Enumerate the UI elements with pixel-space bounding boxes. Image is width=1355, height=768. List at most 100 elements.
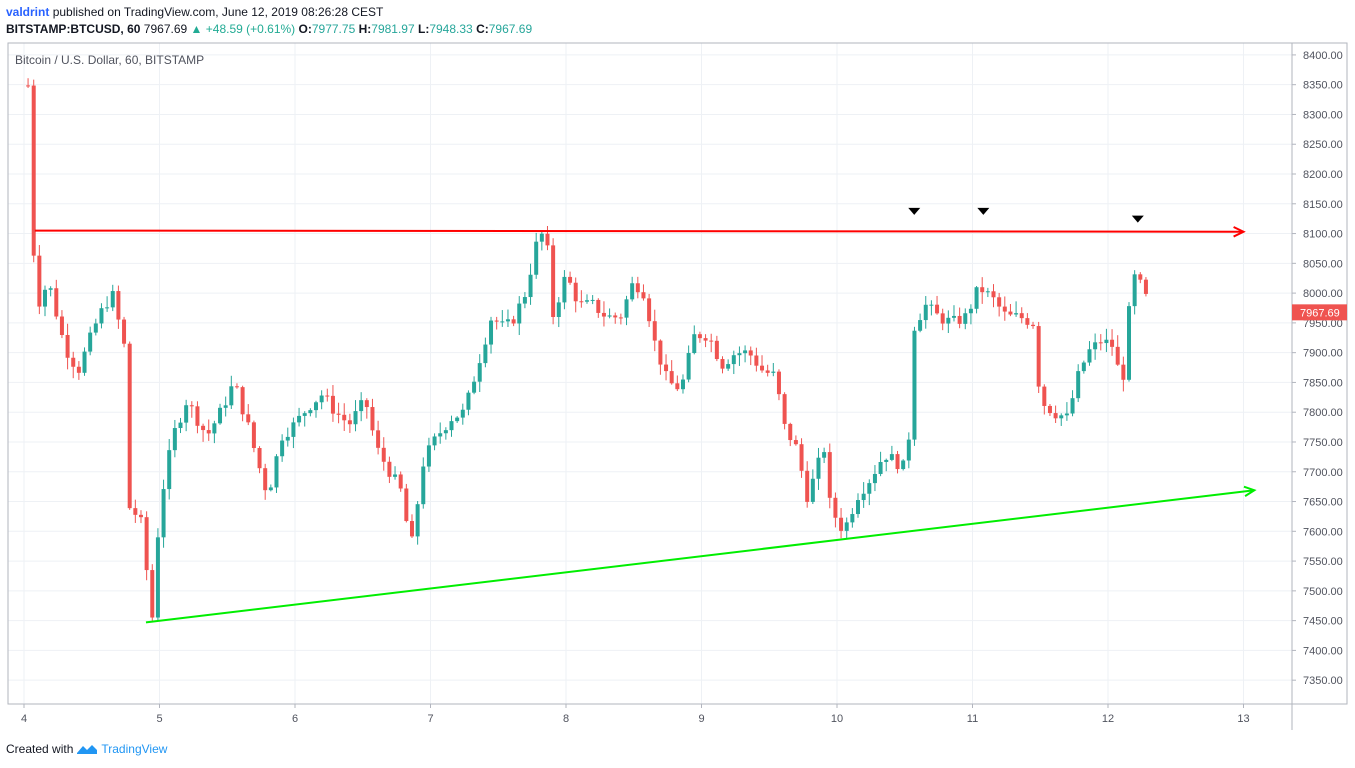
candle-body — [342, 414, 347, 421]
candle-body — [212, 423, 217, 434]
price-chart[interactable]: 8400.00 8350.00 8300.00 8250.00 8200.00 8150.… — [0, 40, 1355, 736]
candle-body — [618, 317, 623, 319]
candle-body — [765, 370, 770, 373]
open-value: 7977.75 — [311, 22, 356, 36]
candle-body — [336, 413, 341, 415]
candle-body — [675, 383, 680, 390]
candle-body — [65, 334, 70, 358]
candle-body — [1059, 415, 1064, 419]
candle-body — [517, 303, 522, 324]
candle-body — [195, 406, 200, 426]
candle-body — [133, 508, 138, 515]
candle-body — [438, 433, 443, 437]
candle-body — [88, 332, 93, 352]
time-tick-label: 6 — [292, 713, 298, 725]
candle-body — [376, 430, 381, 448]
candle-body — [234, 386, 239, 388]
candle-body — [353, 411, 358, 425]
candle-body — [426, 445, 431, 467]
footer: Created with TradingView — [6, 742, 167, 756]
candle-body — [1115, 346, 1120, 365]
candle-body — [1014, 313, 1019, 315]
tradingview-brand[interactable]: TradingView — [101, 742, 168, 756]
candle-body — [788, 423, 793, 441]
candle-body — [1036, 326, 1041, 387]
candle-body — [596, 299, 601, 313]
resistance-line — [34, 229, 1244, 233]
candle-body — [122, 319, 127, 344]
candle-body — [37, 255, 42, 307]
candle-body — [415, 504, 420, 537]
close-value: 7967.69 — [488, 22, 533, 36]
candle-body — [545, 233, 550, 246]
candle-body — [330, 395, 335, 414]
candle-body — [940, 313, 945, 324]
trend-lines — [34, 226, 1257, 624]
candle-body — [839, 517, 844, 531]
candle-body — [556, 302, 561, 317]
candle-body — [923, 304, 928, 321]
candle-body — [551, 245, 556, 317]
tradingview-logo-icon — [77, 745, 98, 754]
candle-body — [974, 287, 979, 309]
candle-body — [105, 307, 110, 309]
candle-body — [539, 233, 544, 242]
candle-body — [477, 363, 482, 382]
candle-body — [669, 371, 674, 384]
candle-body — [268, 487, 273, 491]
candle-body — [274, 456, 279, 488]
candle-body — [489, 320, 494, 345]
price-change: +48.59 (+0.61%) — [205, 22, 296, 36]
time-tick-label: 12 — [1102, 713, 1114, 725]
candle-body — [229, 386, 234, 406]
candle-body — [737, 353, 742, 356]
candle-body — [48, 288, 53, 290]
candle-body — [647, 298, 652, 322]
low-label: L: — [418, 22, 430, 36]
candle-body — [658, 340, 663, 365]
candle-body — [844, 522, 849, 531]
candle-body — [494, 320, 499, 322]
candle-body — [1076, 371, 1081, 399]
candle-body — [505, 319, 510, 322]
candle-body — [59, 316, 64, 335]
candle-body — [359, 400, 364, 412]
candle-body — [951, 315, 956, 318]
time-tick-label: 5 — [156, 713, 162, 725]
candle-body — [432, 436, 437, 446]
candle-body — [263, 468, 268, 491]
price-axis[interactable]: 8400.00 8350.00 8300.00 8250.00 8200.00 8150.… — [1292, 50, 1343, 687]
candle-body — [398, 474, 403, 489]
open-label: O: — [298, 22, 312, 36]
candle-body — [776, 371, 781, 395]
last-price: 7967.69 — [143, 22, 188, 36]
candle-body — [1098, 342, 1103, 344]
candle-body — [1121, 364, 1126, 380]
candle-body — [743, 350, 748, 354]
author-name[interactable]: valdrint — [6, 5, 50, 19]
candle-body — [895, 454, 900, 470]
candle-body — [110, 291, 115, 308]
price-tick-label: 7550.00 — [1303, 556, 1343, 568]
candle-body — [748, 350, 753, 356]
candle-body — [946, 317, 951, 324]
candle-body — [381, 447, 386, 462]
candle-body — [573, 282, 578, 302]
price-tick-label: 7600.00 — [1303, 526, 1343, 538]
candle-body — [997, 297, 1002, 307]
resistance-markers — [908, 207, 1144, 223]
candle-body — [906, 439, 911, 461]
candle-body — [726, 364, 731, 369]
candle-body — [624, 299, 629, 318]
candle-body — [1064, 413, 1069, 416]
candle-body — [1110, 339, 1115, 347]
candle-body — [26, 85, 31, 87]
candle-body — [980, 287, 985, 293]
price-tick-label: 7750.00 — [1303, 437, 1343, 449]
candle-body — [1047, 405, 1052, 414]
candle-body — [364, 400, 369, 408]
time-axis[interactable]: 4 5 6 7 8 9 10 11 12 13 — [21, 704, 1250, 725]
candle-body — [771, 371, 776, 373]
candle-body — [918, 320, 923, 331]
price-tick-label: 8150.00 — [1303, 199, 1343, 211]
